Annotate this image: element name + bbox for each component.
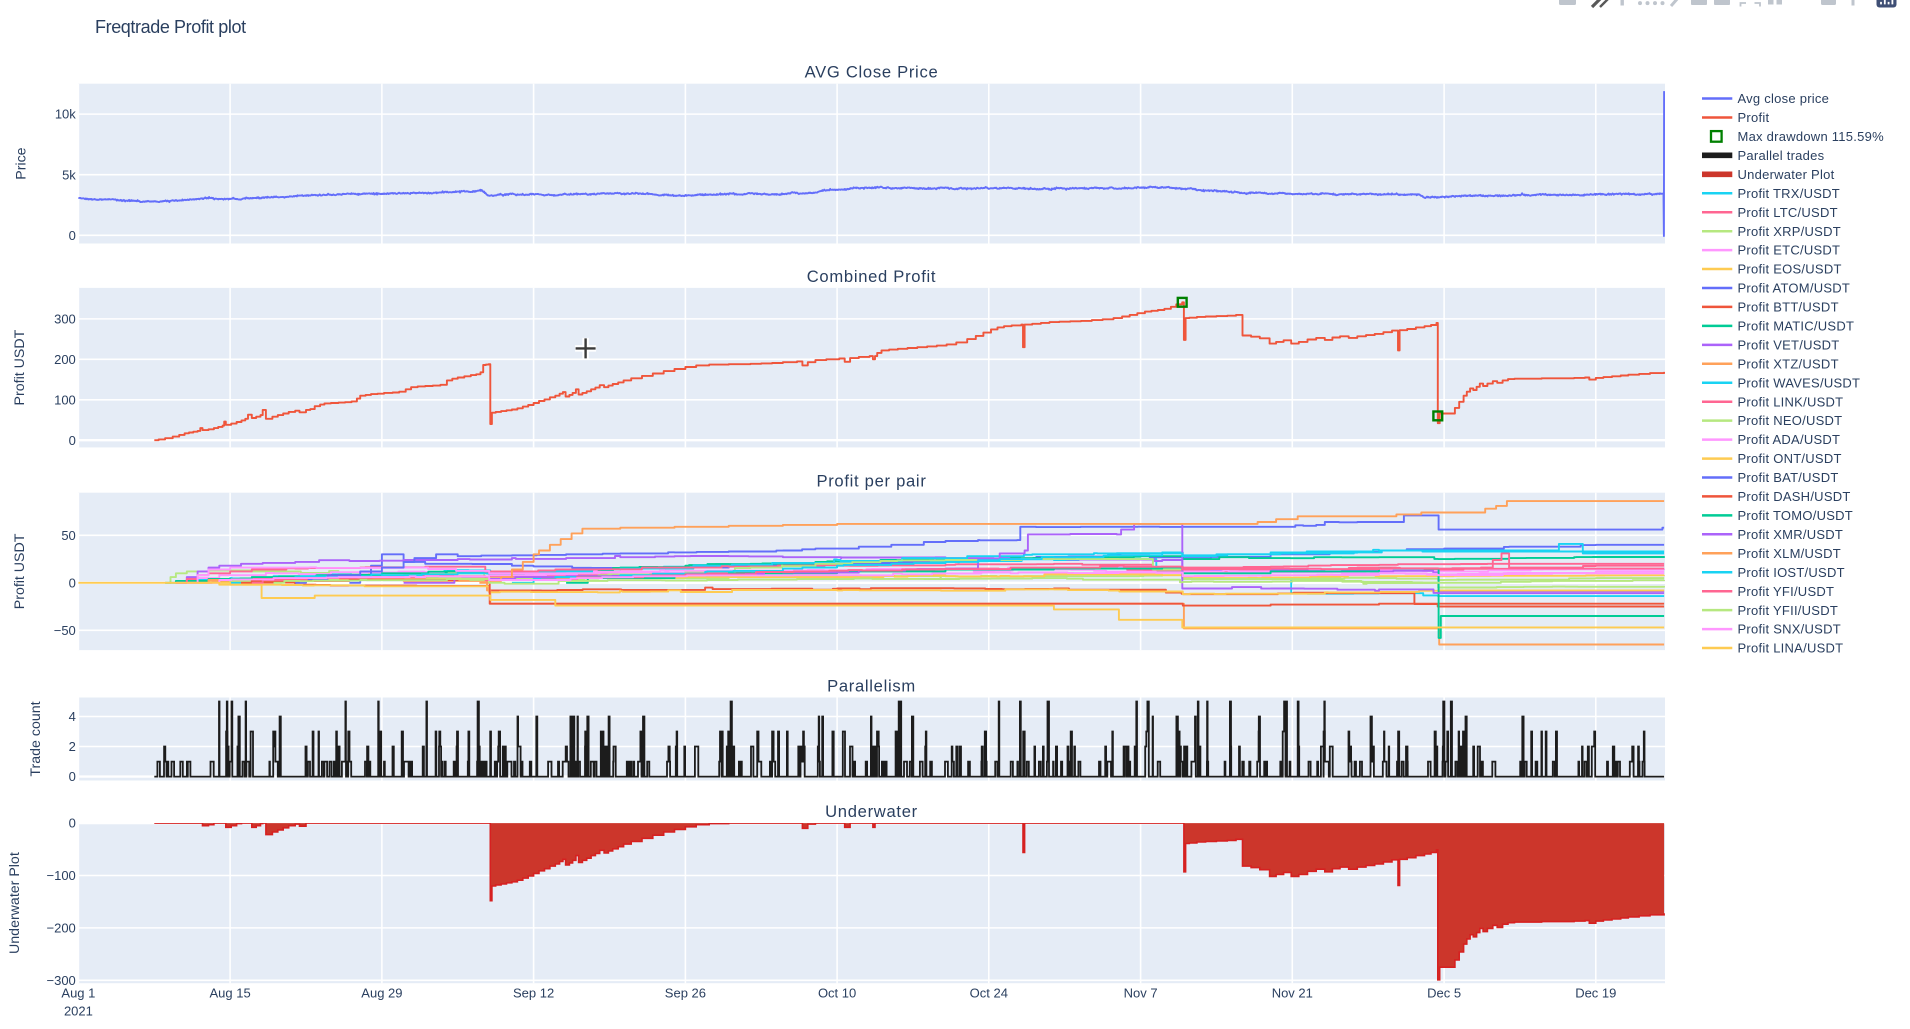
svg-text:Avg close price: Avg close price <box>1738 91 1830 106</box>
svg-text:Underwater Plot: Underwater Plot <box>1738 167 1835 182</box>
svg-text:Profit XTZ/USDT: Profit XTZ/USDT <box>1738 356 1839 371</box>
svg-text:Profit per pair: Profit per pair <box>816 472 926 491</box>
svg-text:Profit USDT: Profit USDT <box>12 533 28 609</box>
svg-text:Profit ETC/USDT: Profit ETC/USDT <box>1738 243 1841 258</box>
svg-text:Profit IOST/USDT: Profit IOST/USDT <box>1738 565 1845 580</box>
svg-text:Profit TRX/USDT: Profit TRX/USDT <box>1738 186 1840 201</box>
svg-text:0: 0 <box>69 816 76 831</box>
svg-text:AVG Close Price: AVG Close Price <box>805 63 939 82</box>
svg-text:Profit: Profit <box>1738 110 1770 125</box>
svg-text:Profit SNX/USDT: Profit SNX/USDT <box>1738 622 1841 637</box>
svg-text:Profit ADA/USDT: Profit ADA/USDT <box>1738 432 1841 447</box>
svg-text:Dec 19: Dec 19 <box>1575 986 1616 1001</box>
svg-text:Aug 29: Aug 29 <box>361 986 402 1001</box>
svg-text:Profit LINA/USDT: Profit LINA/USDT <box>1738 641 1844 656</box>
svg-text:0: 0 <box>69 575 76 590</box>
svg-text:Profit WAVES/USDT: Profit WAVES/USDT <box>1738 375 1861 390</box>
svg-text:Oct 24: Oct 24 <box>970 986 1008 1001</box>
svg-text:Dec 5: Dec 5 <box>1427 986 1461 1001</box>
svg-text:−100: −100 <box>47 868 76 883</box>
svg-text:4: 4 <box>69 709 76 724</box>
svg-text:Parallelism: Parallelism <box>827 677 916 696</box>
svg-text:300: 300 <box>54 312 76 327</box>
svg-text:Aug 15: Aug 15 <box>209 986 250 1001</box>
svg-text:Profit DASH/USDT: Profit DASH/USDT <box>1738 489 1851 504</box>
svg-text:10k: 10k <box>55 107 76 122</box>
svg-text:Combined Profit: Combined Profit <box>807 267 936 286</box>
svg-text:−300: −300 <box>47 973 76 988</box>
svg-text:100: 100 <box>54 392 76 407</box>
svg-text:5k: 5k <box>62 167 76 182</box>
svg-text:Profit TOMO/USDT: Profit TOMO/USDT <box>1738 508 1853 523</box>
svg-text:Profit ONT/USDT: Profit ONT/USDT <box>1738 451 1842 466</box>
svg-text:Profit BTT/USDT: Profit BTT/USDT <box>1738 300 1839 315</box>
svg-text:Profit MATIC/USDT: Profit MATIC/USDT <box>1738 319 1855 334</box>
svg-text:Profit XRP/USDT: Profit XRP/USDT <box>1738 224 1841 239</box>
svg-text:Profit BAT/USDT: Profit BAT/USDT <box>1738 470 1839 485</box>
svg-text:Underwater: Underwater <box>825 802 918 821</box>
svg-text:Profit NEO/USDT: Profit NEO/USDT <box>1738 413 1843 428</box>
svg-text:Profit XLM/USDT: Profit XLM/USDT <box>1738 546 1841 561</box>
svg-text:Profit ATOM/USDT: Profit ATOM/USDT <box>1738 281 1851 296</box>
svg-text:Price: Price <box>14 147 30 179</box>
svg-text:2: 2 <box>69 739 76 754</box>
svg-text:Nov 7: Nov 7 <box>1124 986 1158 1001</box>
svg-text:Profit YFII/USDT: Profit YFII/USDT <box>1738 603 1839 618</box>
svg-text:−200: −200 <box>47 921 76 936</box>
svg-text:Sep 12: Sep 12 <box>513 986 554 1001</box>
svg-text:Freqtrade Profit plot: Freqtrade Profit plot <box>95 17 246 37</box>
svg-text:Underwater Plot: Underwater Plot <box>7 852 23 954</box>
svg-text:Oct 10: Oct 10 <box>818 986 856 1001</box>
svg-text:Trade count: Trade count <box>28 701 44 776</box>
svg-text:0: 0 <box>69 433 76 448</box>
svg-text:0: 0 <box>69 769 76 784</box>
svg-text:50: 50 <box>61 528 75 543</box>
svg-text:Profit VET/USDT: Profit VET/USDT <box>1738 338 1840 353</box>
svg-text:Nov 21: Nov 21 <box>1272 986 1313 1001</box>
svg-text:Max drawdown 115.59%: Max drawdown 115.59% <box>1738 129 1885 144</box>
svg-text:200: 200 <box>54 352 76 367</box>
svg-text:Profit LINK/USDT: Profit LINK/USDT <box>1738 394 1844 409</box>
svg-text:Profit XMR/USDT: Profit XMR/USDT <box>1738 527 1844 542</box>
svg-text:Aug 1: Aug 1 <box>61 986 95 1001</box>
svg-text:Profit LTC/USDT: Profit LTC/USDT <box>1738 205 1838 220</box>
svg-text:Profit USDT: Profit USDT <box>12 329 28 405</box>
svg-text:Profit YFI/USDT: Profit YFI/USDT <box>1738 584 1835 599</box>
svg-text:Sep 26: Sep 26 <box>665 986 706 1001</box>
svg-text:2021: 2021 <box>64 1004 93 1019</box>
svg-text:0: 0 <box>69 228 76 243</box>
svg-text:Parallel trades: Parallel trades <box>1738 148 1825 163</box>
svg-text:Profit EOS/USDT: Profit EOS/USDT <box>1738 262 1842 277</box>
svg-text:−50: −50 <box>54 623 76 638</box>
